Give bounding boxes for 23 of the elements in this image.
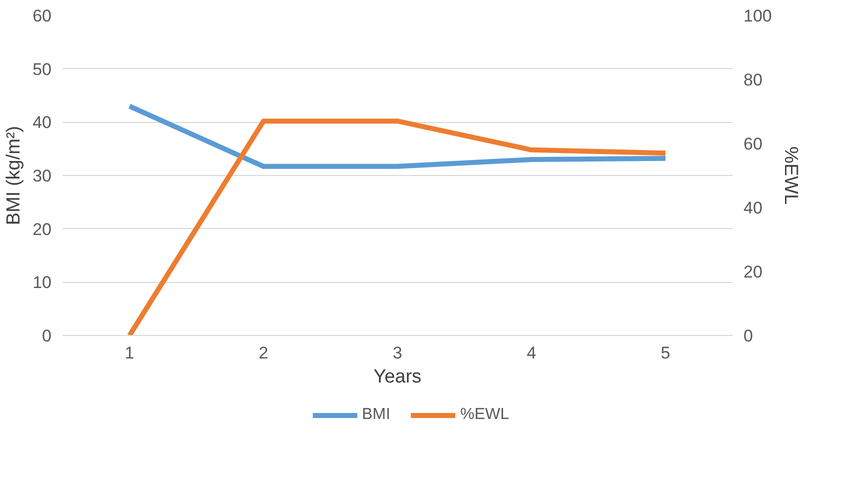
legend-label: BMI (362, 406, 390, 424)
y-tick-label: 40 (32, 113, 52, 132)
x-tick-label: 1 (124, 344, 134, 362)
y2-axis-title: %EWL (780, 146, 801, 205)
y2-tick-label: 60 (744, 134, 762, 154)
y-tick-label: 20 (32, 220, 52, 239)
y-tick-label: 60 (32, 6, 52, 26)
y-tick-label: 0 (42, 326, 52, 346)
y2-tick-label: 20 (744, 262, 762, 282)
y2-tick-label: 80 (744, 70, 762, 90)
x-tick-label: 4 (526, 344, 536, 362)
x-tick-label: 3 (392, 344, 402, 362)
y-tick-label: 50 (32, 60, 52, 79)
y2-tick-label: 100 (744, 6, 772, 26)
x-axis-title: Years (374, 366, 422, 388)
y2-tick-label: 40 (744, 198, 762, 218)
x-tick-label: 5 (660, 344, 670, 362)
y-tick-label: 10 (32, 273, 52, 292)
y-axis-title: BMI (kg/m²) (4, 126, 25, 226)
y2-tick-label: 0 (744, 326, 753, 346)
x-tick-label: 2 (258, 344, 268, 362)
legend-label: %EWL (460, 406, 510, 424)
y-tick-label: 30 (32, 166, 52, 186)
